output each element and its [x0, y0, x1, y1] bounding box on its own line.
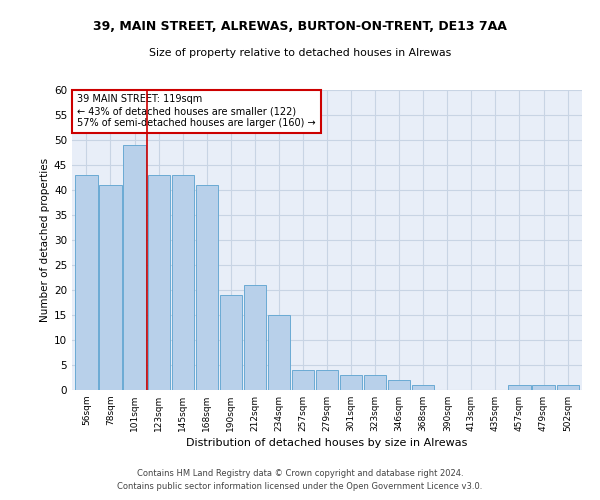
Bar: [172, 175, 194, 390]
Bar: [557, 385, 578, 390]
Text: Contains public sector information licensed under the Open Government Licence v3: Contains public sector information licen…: [118, 482, 482, 491]
Bar: [244, 285, 266, 390]
Bar: [76, 175, 98, 390]
Bar: [508, 385, 530, 390]
Text: Contains HM Land Registry data © Crown copyright and database right 2024.: Contains HM Land Registry data © Crown c…: [137, 468, 463, 477]
Bar: [148, 175, 170, 390]
X-axis label: Distribution of detached houses by size in Alrewas: Distribution of detached houses by size …: [187, 438, 467, 448]
Text: Size of property relative to detached houses in Alrewas: Size of property relative to detached ho…: [149, 48, 451, 58]
Bar: [196, 185, 218, 390]
Bar: [220, 295, 242, 390]
Bar: [532, 385, 554, 390]
Bar: [388, 380, 410, 390]
Bar: [340, 375, 362, 390]
Bar: [268, 315, 290, 390]
Bar: [100, 185, 122, 390]
Bar: [412, 385, 434, 390]
Text: 39 MAIN STREET: 119sqm
← 43% of detached houses are smaller (122)
57% of semi-de: 39 MAIN STREET: 119sqm ← 43% of detached…: [77, 94, 316, 128]
Bar: [124, 145, 146, 390]
Bar: [316, 370, 338, 390]
Bar: [292, 370, 314, 390]
Bar: [364, 375, 386, 390]
Y-axis label: Number of detached properties: Number of detached properties: [40, 158, 50, 322]
Text: 39, MAIN STREET, ALREWAS, BURTON-ON-TRENT, DE13 7AA: 39, MAIN STREET, ALREWAS, BURTON-ON-TREN…: [93, 20, 507, 33]
